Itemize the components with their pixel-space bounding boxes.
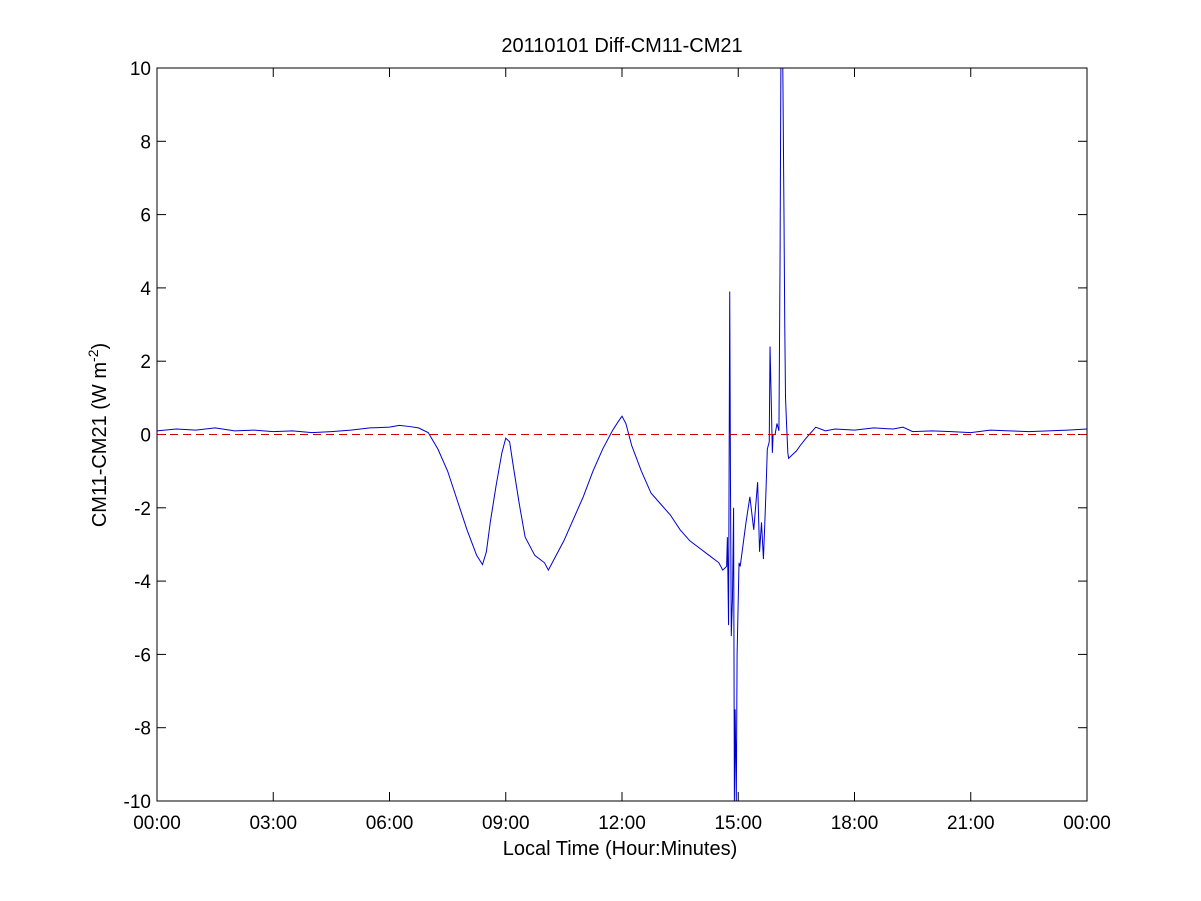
x-tick-label: 00:00	[1063, 813, 1111, 834]
difference-series-line	[157, 68, 1087, 801]
tick-labels: 00:00 03:00 06:00 09:00 12:00 15:00 18:00 21:00…	[124, 59, 1111, 834]
y-axis-label: CM11-CM21 (W m-2)	[85, 343, 111, 527]
x-tick-label: 21:00	[947, 813, 995, 834]
chart-title: 20110101 Diff-CM11-CM21	[501, 35, 742, 57]
y-tick-label: 8	[140, 132, 151, 153]
x-tick-label: 18:00	[831, 813, 879, 834]
y-axis-label-superscript: -2	[85, 349, 101, 362]
y-tick-label: -2	[134, 499, 151, 520]
x-tick-label: 09:00	[482, 813, 530, 834]
y-tick-label: -6	[134, 645, 151, 666]
y-tick-label: 10	[130, 59, 151, 80]
x-tick-label: 15:00	[714, 813, 762, 834]
y-tick-label: 2	[140, 352, 151, 373]
x-tick-label: 12:00	[598, 813, 646, 834]
x-tick-label: 06:00	[366, 813, 414, 834]
y-axis-label-suffix: )	[89, 343, 111, 350]
y-axis-label-prefix: CM11-CM21 (W m	[89, 362, 111, 527]
y-tick-label: 0	[140, 426, 151, 447]
y-tick-label: 6	[140, 206, 151, 227]
axes-frame	[156, 67, 1088, 802]
data-series	[157, 68, 1087, 801]
y-tick-label: -10	[124, 792, 151, 813]
y-tick-label: -4	[134, 572, 151, 593]
x-tick-label: 00:00	[133, 813, 181, 834]
y-tick-label: -8	[134, 719, 151, 740]
x-axis-label: Local Time (Hour:Minutes)	[503, 838, 738, 860]
x-tick-label: 03:00	[249, 813, 297, 834]
y-tick-label: 4	[140, 279, 151, 300]
